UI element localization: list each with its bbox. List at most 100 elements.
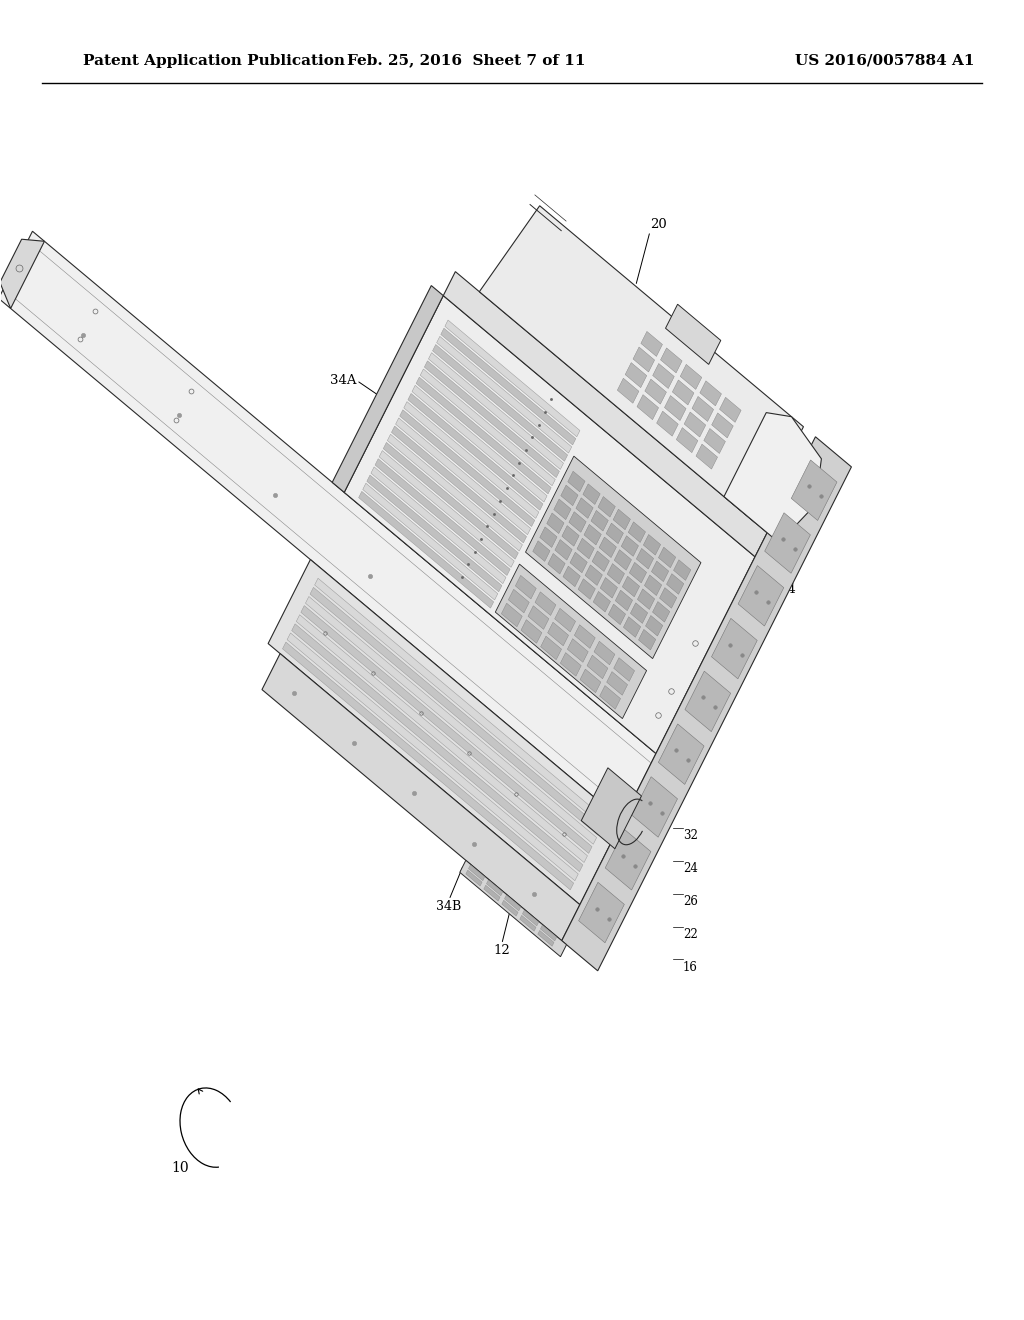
Polygon shape (332, 285, 443, 492)
Polygon shape (685, 671, 731, 731)
Polygon shape (570, 552, 588, 573)
Text: 14: 14 (779, 583, 797, 597)
Polygon shape (591, 511, 608, 531)
Polygon shape (644, 576, 662, 595)
Polygon shape (631, 603, 648, 623)
Polygon shape (580, 669, 601, 693)
Polygon shape (468, 865, 484, 880)
Polygon shape (521, 619, 542, 643)
Polygon shape (562, 437, 851, 970)
Polygon shape (652, 363, 674, 388)
Polygon shape (608, 605, 626, 624)
Text: 10: 10 (171, 1160, 188, 1175)
Polygon shape (615, 590, 633, 611)
Polygon shape (567, 471, 585, 492)
Polygon shape (639, 630, 655, 649)
Polygon shape (645, 379, 667, 404)
Polygon shape (651, 561, 669, 582)
Polygon shape (399, 409, 535, 527)
Polygon shape (310, 587, 601, 836)
Polygon shape (262, 653, 580, 941)
Polygon shape (420, 370, 555, 486)
Polygon shape (696, 444, 718, 469)
Polygon shape (579, 578, 595, 599)
Polygon shape (712, 413, 733, 438)
Text: 32: 32 (683, 829, 697, 842)
Polygon shape (622, 536, 639, 556)
Polygon shape (528, 606, 549, 630)
Polygon shape (416, 378, 551, 494)
Polygon shape (424, 360, 559, 478)
Polygon shape (593, 591, 610, 612)
Polygon shape (699, 380, 722, 405)
Polygon shape (367, 475, 502, 591)
Polygon shape (792, 459, 837, 520)
Polygon shape (656, 411, 678, 436)
Polygon shape (486, 880, 503, 896)
Polygon shape (575, 498, 593, 519)
Text: 12: 12 (494, 944, 510, 957)
Polygon shape (592, 550, 609, 572)
Polygon shape (296, 615, 588, 862)
Polygon shape (508, 589, 529, 612)
Polygon shape (637, 395, 658, 420)
Polygon shape (613, 510, 631, 529)
Polygon shape (371, 467, 506, 583)
Polygon shape (443, 272, 767, 557)
Polygon shape (496, 564, 646, 718)
Polygon shape (703, 429, 725, 454)
Polygon shape (641, 331, 663, 356)
Polygon shape (502, 900, 518, 916)
Text: US 2016/0057884 A1: US 2016/0057884 A1 (795, 54, 975, 67)
Polygon shape (403, 401, 539, 519)
Polygon shape (712, 618, 757, 678)
Polygon shape (577, 539, 594, 558)
Polygon shape (483, 886, 500, 902)
Polygon shape (658, 723, 705, 784)
Polygon shape (460, 861, 566, 957)
Polygon shape (676, 428, 698, 453)
Polygon shape (520, 915, 536, 931)
Polygon shape (605, 829, 651, 890)
Polygon shape (660, 348, 682, 374)
Polygon shape (444, 319, 580, 437)
Text: 34A: 34A (330, 374, 356, 387)
Polygon shape (600, 685, 621, 709)
Polygon shape (525, 457, 701, 659)
Polygon shape (652, 602, 670, 622)
Polygon shape (541, 925, 557, 941)
Polygon shape (613, 657, 635, 681)
Polygon shape (567, 639, 588, 663)
Text: FIG. 7: FIG. 7 (730, 487, 825, 517)
Polygon shape (630, 562, 646, 583)
Polygon shape (287, 634, 579, 880)
Polygon shape (532, 541, 550, 561)
Polygon shape (412, 385, 547, 502)
Polygon shape (724, 413, 821, 543)
Polygon shape (535, 591, 556, 615)
Polygon shape (636, 548, 653, 569)
Polygon shape (555, 540, 572, 560)
Polygon shape (585, 565, 602, 586)
Polygon shape (305, 597, 597, 845)
Polygon shape (684, 412, 706, 437)
Polygon shape (599, 537, 616, 557)
Polygon shape (344, 296, 755, 754)
Polygon shape (358, 491, 494, 609)
Polygon shape (554, 499, 571, 520)
Polygon shape (301, 606, 592, 853)
Polygon shape (383, 442, 518, 560)
Polygon shape (548, 622, 568, 645)
Polygon shape (632, 776, 678, 837)
Polygon shape (667, 574, 684, 594)
Text: 16: 16 (683, 961, 697, 974)
Polygon shape (408, 393, 543, 511)
Polygon shape (600, 577, 617, 598)
Polygon shape (569, 512, 586, 532)
Polygon shape (466, 870, 482, 886)
Polygon shape (606, 523, 624, 544)
Polygon shape (395, 418, 530, 535)
Polygon shape (617, 379, 639, 403)
Polygon shape (692, 396, 714, 421)
Polygon shape (292, 624, 583, 871)
